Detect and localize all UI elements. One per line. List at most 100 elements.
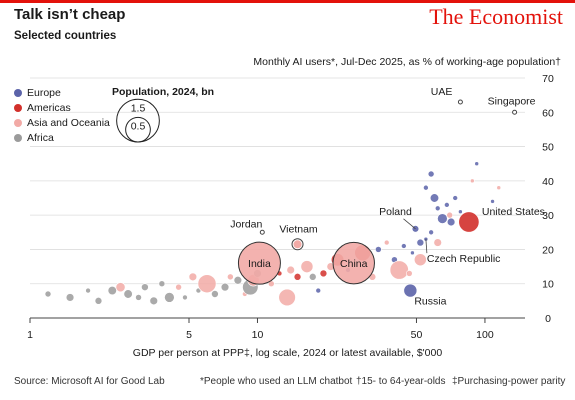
x-tick-label: 5 — [186, 329, 192, 341]
point-label-uae: UAE — [431, 86, 453, 98]
data-point — [308, 273, 317, 281]
data-point — [444, 202, 450, 208]
data-point — [164, 292, 175, 303]
data-point-vietnam-fill — [293, 240, 302, 249]
y-tick-label: 60 — [542, 107, 554, 119]
data-point — [446, 211, 454, 219]
legend-label-europe: Europe — [27, 87, 61, 99]
y-tick-label: 20 — [542, 244, 554, 256]
data-point — [490, 199, 495, 204]
data-point — [211, 290, 219, 298]
point-label-jordan: Jordan — [230, 218, 262, 230]
data-point — [458, 209, 463, 215]
data-point — [423, 184, 429, 191]
data-point — [405, 270, 413, 277]
legend-item-asia-oceania: Asia and Oceania — [14, 117, 110, 129]
leader-line — [403, 218, 416, 230]
data-point — [427, 170, 435, 178]
y-tick-label: 70 — [542, 73, 554, 85]
point-label-singapore: Singapore — [488, 95, 536, 107]
y-tick-label: 30 — [542, 210, 554, 222]
point-label-china: China — [340, 258, 368, 270]
data-point-jordan — [259, 229, 265, 235]
legend-swatch-asia-oceania — [14, 119, 22, 127]
data-point-uae — [457, 99, 463, 105]
data-point — [293, 273, 302, 281]
data-point — [434, 205, 441, 212]
data-point — [286, 265, 295, 275]
x-tick-label: 50 — [411, 329, 423, 341]
data-point-india — [237, 241, 281, 285]
x-tick-label: 10 — [252, 329, 264, 341]
legend-item-africa: Africa — [14, 132, 54, 144]
data-point — [383, 239, 390, 246]
data-point — [474, 161, 480, 167]
data-point — [158, 280, 166, 288]
legend-swatch-europe — [14, 89, 22, 97]
legend-label-asia-oceania: Asia and Oceania — [27, 117, 110, 129]
legend-item-americas: Americas — [14, 102, 71, 114]
data-point-china — [332, 241, 375, 285]
data-point — [416, 238, 425, 247]
data-point — [389, 260, 409, 280]
data-point — [410, 250, 415, 256]
data-point — [197, 274, 217, 294]
data-point — [135, 294, 142, 301]
legend-label-africa: Africa — [27, 132, 54, 144]
data-point — [446, 217, 456, 227]
point-label-vietnam: Vietnam — [279, 223, 318, 235]
size-legend-label: 0.5 — [131, 120, 146, 132]
data-point — [94, 297, 103, 305]
data-point — [452, 195, 458, 201]
chart-subtitle: Selected countries — [14, 30, 117, 42]
x-axis-title: GDP per person at PPP‡, log scale, 2024 … — [132, 347, 443, 359]
data-point — [188, 272, 198, 282]
data-point — [496, 185, 502, 191]
data-point — [227, 273, 234, 281]
data-point — [123, 289, 133, 299]
data-point — [278, 288, 296, 307]
data-point — [300, 260, 314, 273]
size-legend-label: 1.5 — [131, 102, 146, 114]
data-point — [115, 282, 126, 293]
chart-title: Talk isn’t cheap — [14, 6, 126, 23]
legend-swatch-africa — [14, 134, 22, 142]
data-point — [319, 269, 328, 278]
data-point — [44, 290, 52, 298]
leader-line — [425, 239, 428, 254]
data-point — [437, 213, 448, 224]
data-point — [65, 293, 75, 302]
point-label-poland: Poland — [379, 206, 412, 218]
footnote-ppp: ‡Purchasing-power parity — [452, 376, 566, 387]
point-label-india: India — [248, 258, 271, 270]
x-tick-label: 1 — [27, 329, 33, 341]
data-point — [428, 229, 434, 236]
y-tick-label: 10 — [542, 279, 554, 291]
legend-label-americas: Americas — [27, 102, 71, 114]
y-axis-title: Monthly AI users*, Jul-Dec 2025, as % of… — [253, 56, 561, 68]
data-point — [220, 282, 230, 292]
data-point — [175, 283, 182, 291]
footnote-age: †15- to 64-year-olds — [356, 376, 446, 387]
data-point — [85, 287, 91, 294]
legend-item-europe: Europe — [14, 87, 61, 99]
data-point — [414, 253, 427, 267]
data-point — [470, 178, 475, 184]
legend-swatch-americas — [14, 104, 22, 112]
data-point — [375, 246, 382, 253]
data-point-united-states — [458, 211, 480, 233]
data-point-russia — [403, 283, 418, 298]
size-legend-title: Population, 2024, bn — [112, 86, 215, 98]
data-point — [149, 296, 158, 306]
point-label-czech-republic: Czech Republic — [427, 253, 501, 265]
x-tick-label: 100 — [476, 329, 494, 341]
data-point — [107, 285, 117, 296]
brand-logo: The Economist — [429, 4, 563, 29]
point-label-russia: Russia — [414, 296, 446, 308]
data-point — [315, 287, 322, 294]
data-point — [401, 243, 407, 249]
size-legend-circle — [125, 116, 151, 143]
footnote-users: *People who used an LLM chatbot — [200, 376, 353, 387]
data-point — [233, 276, 243, 285]
